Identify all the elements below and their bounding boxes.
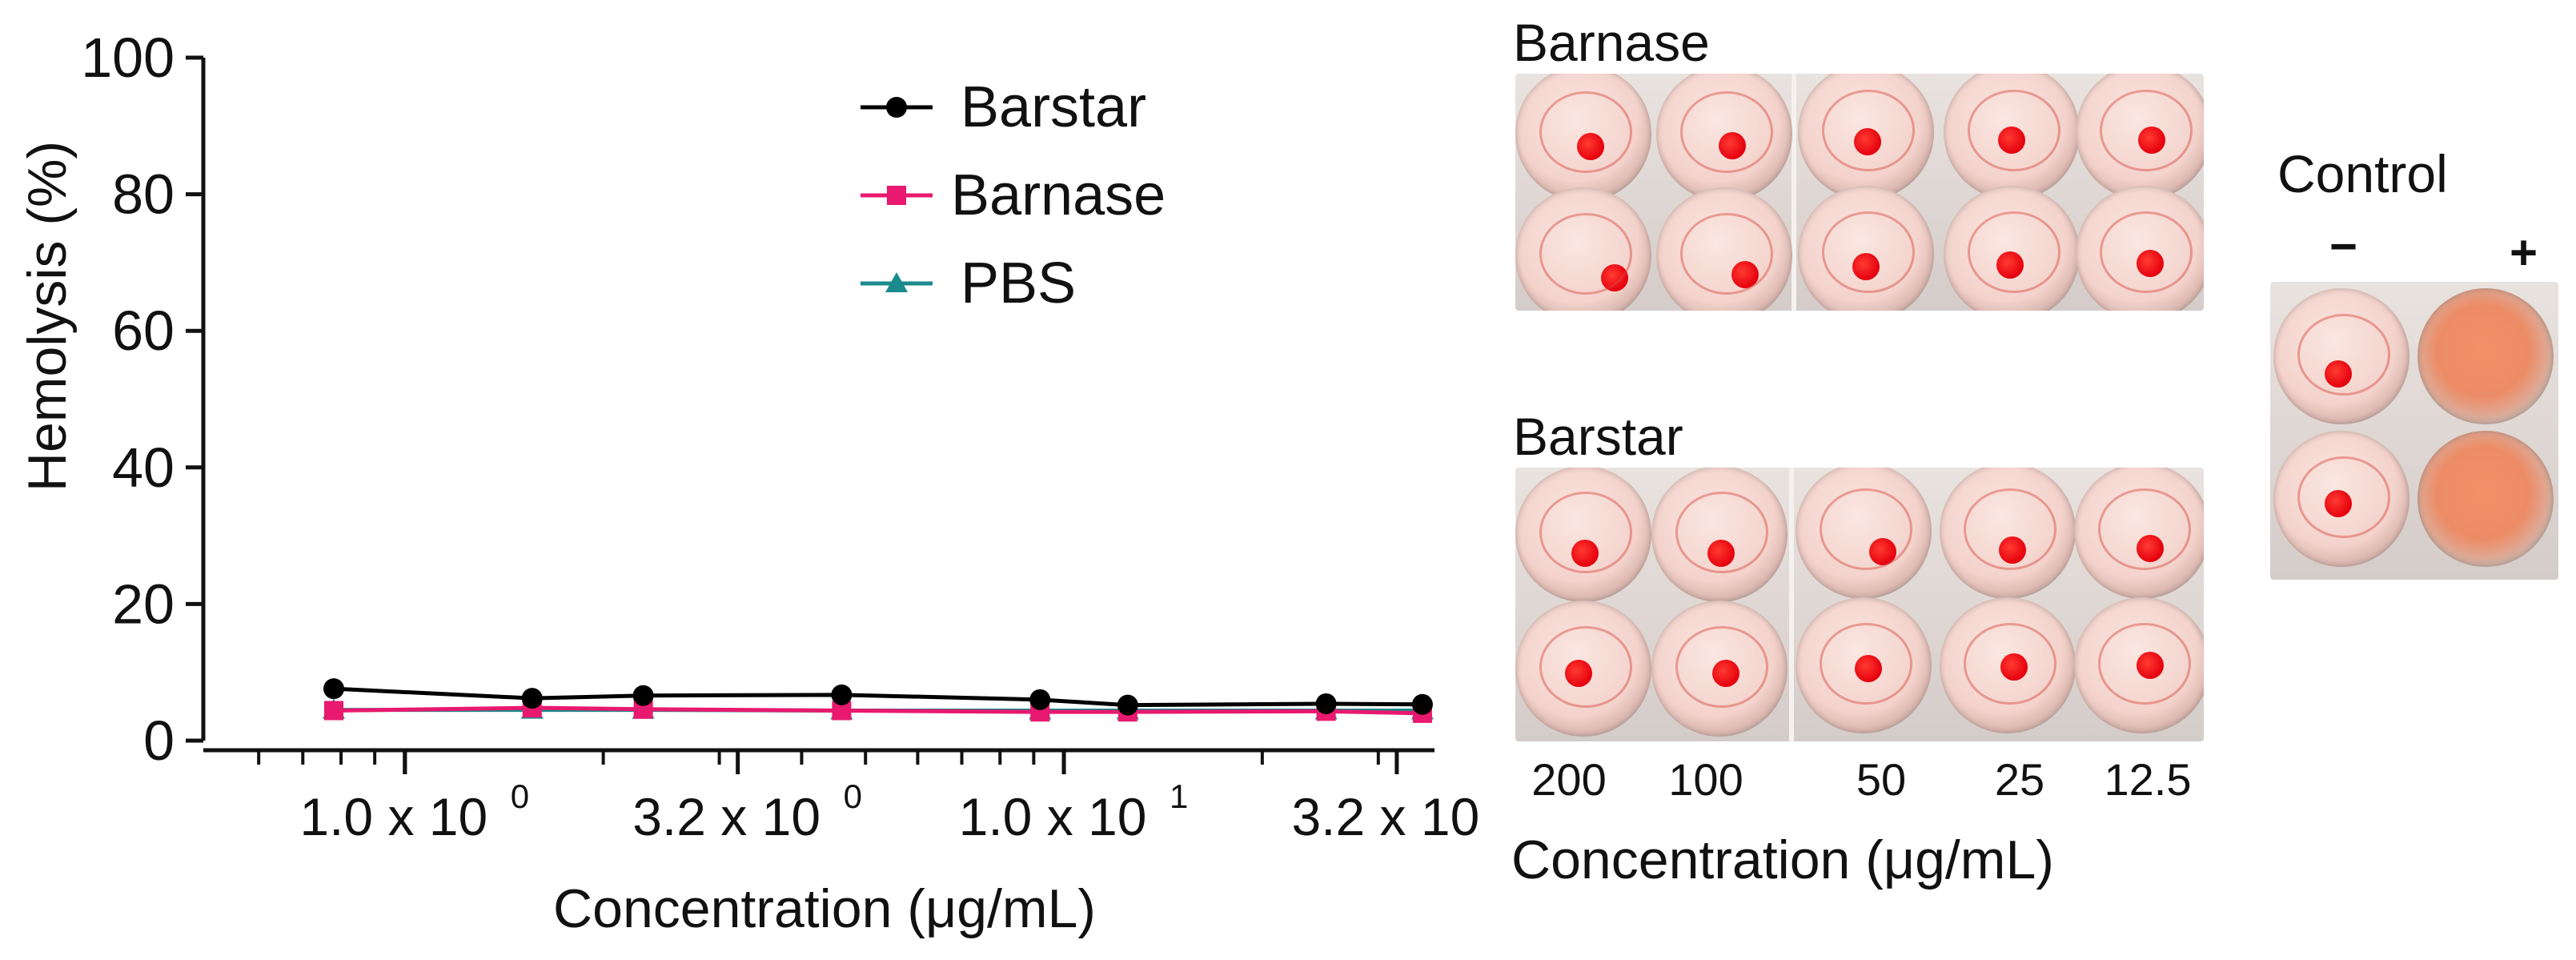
data-point-barstar [521, 688, 543, 709]
well [1656, 74, 1792, 202]
rbc-pellet [2325, 360, 2352, 388]
hemolysis-chart: 0 20 40 60 80 100 1.0 x 10 0 3.2 x 10 0 1.0 x 10 1 3… [17, 26, 1479, 939]
y-tick-label: 100 [81, 26, 175, 89]
rbc-pellet [2325, 490, 2352, 517]
rbc-pellet [1854, 128, 1881, 155]
well [1515, 601, 1651, 737]
data-point-barstar [632, 685, 654, 706]
rbc-pellet [1999, 536, 2026, 564]
rbc-pellet [1998, 127, 2025, 154]
chart-axes [201, 58, 1434, 753]
lysed-well [2418, 288, 2554, 424]
rbc-pellet [1869, 538, 1896, 565]
concentration-label: 100 [1668, 754, 1743, 805]
well [1796, 597, 1932, 733]
plate-divider [1792, 74, 1796, 311]
barstar-photo-title: Barstar [1513, 407, 1683, 466]
concentration-label: 200 [1531, 754, 1607, 805]
data-point-barstar [1315, 693, 1337, 714]
well [1515, 74, 1651, 202]
data-point-barstar [831, 684, 853, 705]
x-tick-label: 1.0 x 10 [299, 787, 488, 846]
legend-label: PBS [961, 251, 1076, 315]
chart-legend: Barstar Barnase PBS [861, 75, 1166, 315]
lysed-well [2418, 431, 2554, 567]
barnase-photo-title: Barnase [1513, 13, 1710, 72]
y-axis-label: Hemolysis (%) [17, 141, 78, 492]
well [2074, 597, 2204, 733]
control-negative-label: − [2329, 219, 2358, 273]
well [1944, 186, 2080, 311]
barstar-plate-photo [1515, 468, 2204, 741]
data-point-barstar [323, 678, 344, 700]
data-point-barstar [1117, 694, 1138, 716]
rbc-pellet [1571, 540, 1599, 567]
rbc-pellet [2138, 127, 2165, 154]
well [1796, 468, 1932, 599]
photo-concentration-caption: Concentration (μg/mL) [1511, 829, 2054, 890]
barnase-plate-photo [1515, 74, 2204, 311]
well [1651, 601, 1788, 737]
y-tick-label: 80 [112, 163, 175, 226]
legend-label: Barstar [961, 75, 1146, 139]
rbc-pellet [1996, 251, 2024, 279]
well [1515, 187, 1651, 311]
x-tick-label: 3.2 x 10 [632, 787, 821, 846]
well [2076, 74, 2204, 200]
concentration-label: 50 [1856, 754, 1907, 805]
rbc-pellet [1731, 261, 1759, 288]
well [2076, 186, 2204, 311]
data-point-barstar [1029, 689, 1051, 710]
well [2273, 431, 2409, 567]
well [1656, 187, 1792, 311]
well [1940, 597, 2076, 733]
x-tick-exponent: 1 [1170, 777, 1188, 815]
well [2273, 288, 2409, 424]
well [1651, 468, 1788, 602]
chart-series [322, 678, 1434, 723]
rbc-pellet [1565, 660, 1592, 687]
legend-marker [885, 272, 908, 292]
rbc-pellet [1707, 540, 1735, 567]
y-tick-label: 40 [112, 436, 175, 499]
rbc-pellet [2137, 535, 2164, 562]
x-tick-label: 1.0 x 10 [959, 787, 1147, 846]
legend-marker [886, 97, 907, 118]
y-tick-label: 60 [112, 299, 175, 362]
control-positive-label: + [2510, 226, 2538, 279]
well [1798, 186, 1934, 311]
concentration-label: 25 [1994, 754, 2045, 805]
concentration-label: 12.5 [2104, 754, 2192, 805]
rbc-pellet [2137, 250, 2164, 277]
plate-divider [1789, 468, 1794, 741]
x-axis-label: Concentration (μg/mL) [553, 878, 1096, 939]
rbc-pellet [1852, 253, 1880, 280]
well [1515, 468, 1651, 602]
data-point-barnase [323, 701, 343, 721]
x-tick-exponent: 0 [511, 777, 529, 815]
x-tick-label: 3.2 x 10 [1291, 787, 1479, 846]
rbc-pellet [1719, 132, 1746, 159]
control-plate-photo [2270, 282, 2558, 580]
well [2074, 468, 2204, 599]
x-tick-exponent: 0 [844, 777, 862, 815]
rbc-pellet [1855, 655, 1882, 682]
chart-ticks: 0 20 40 60 80 100 1.0 x 10 0 3.2 x 10 0 1.0 x 10 1 3… [81, 26, 1479, 846]
y-tick-label: 20 [112, 572, 175, 635]
y-tick-label: 0 [143, 709, 175, 772]
data-point-barstar [1411, 693, 1433, 715]
well [1940, 468, 2076, 599]
series-line-barstar [333, 686, 1422, 708]
legend-marker [887, 186, 906, 205]
well [1798, 74, 1934, 200]
rbc-pellet [1601, 264, 1628, 291]
well [1944, 74, 2080, 200]
rbc-pellet [2137, 652, 2164, 679]
rbc-pellet [1712, 660, 1739, 687]
series-line-barnase [333, 705, 1422, 716]
rbc-pellet [2000, 653, 2028, 681]
control-title: Control [2277, 144, 2448, 203]
rbc-pellet [1577, 133, 1604, 160]
legend-label: Barnase [951, 163, 1166, 227]
